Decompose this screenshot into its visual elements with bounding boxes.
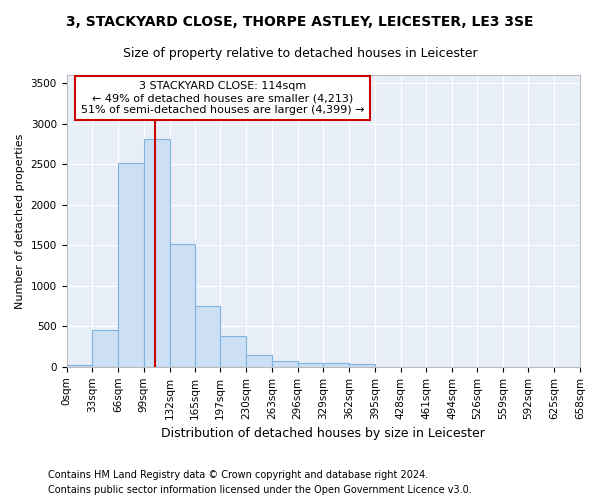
Bar <box>144 139 170 367</box>
Text: 3, STACKYARD CLOSE, THORPE ASTLEY, LEICESTER, LE3 3SE: 3, STACKYARD CLOSE, THORPE ASTLEY, LEICE… <box>66 15 534 29</box>
X-axis label: Distribution of detached houses by size in Leicester: Distribution of detached houses by size … <box>161 427 485 440</box>
Bar <box>170 244 195 367</box>
Bar <box>67 365 92 367</box>
Text: Contains HM Land Registry data © Crown copyright and database right 2024.: Contains HM Land Registry data © Crown c… <box>48 470 428 480</box>
Y-axis label: Number of detached properties: Number of detached properties <box>15 133 25 308</box>
Bar <box>323 363 349 367</box>
Text: Size of property relative to detached houses in Leicester: Size of property relative to detached ho… <box>122 48 478 60</box>
Bar <box>298 363 323 367</box>
Text: 3 STACKYARD CLOSE: 114sqm
← 49% of detached houses are smaller (4,213)
51% of se: 3 STACKYARD CLOSE: 114sqm ← 49% of detac… <box>81 82 364 114</box>
Bar <box>92 330 118 367</box>
Bar <box>349 364 375 367</box>
Bar <box>272 361 298 367</box>
Bar <box>220 336 246 367</box>
Bar <box>195 306 220 367</box>
Bar <box>118 164 144 367</box>
Bar <box>246 356 272 367</box>
Text: Contains public sector information licensed under the Open Government Licence v3: Contains public sector information licen… <box>48 485 472 495</box>
